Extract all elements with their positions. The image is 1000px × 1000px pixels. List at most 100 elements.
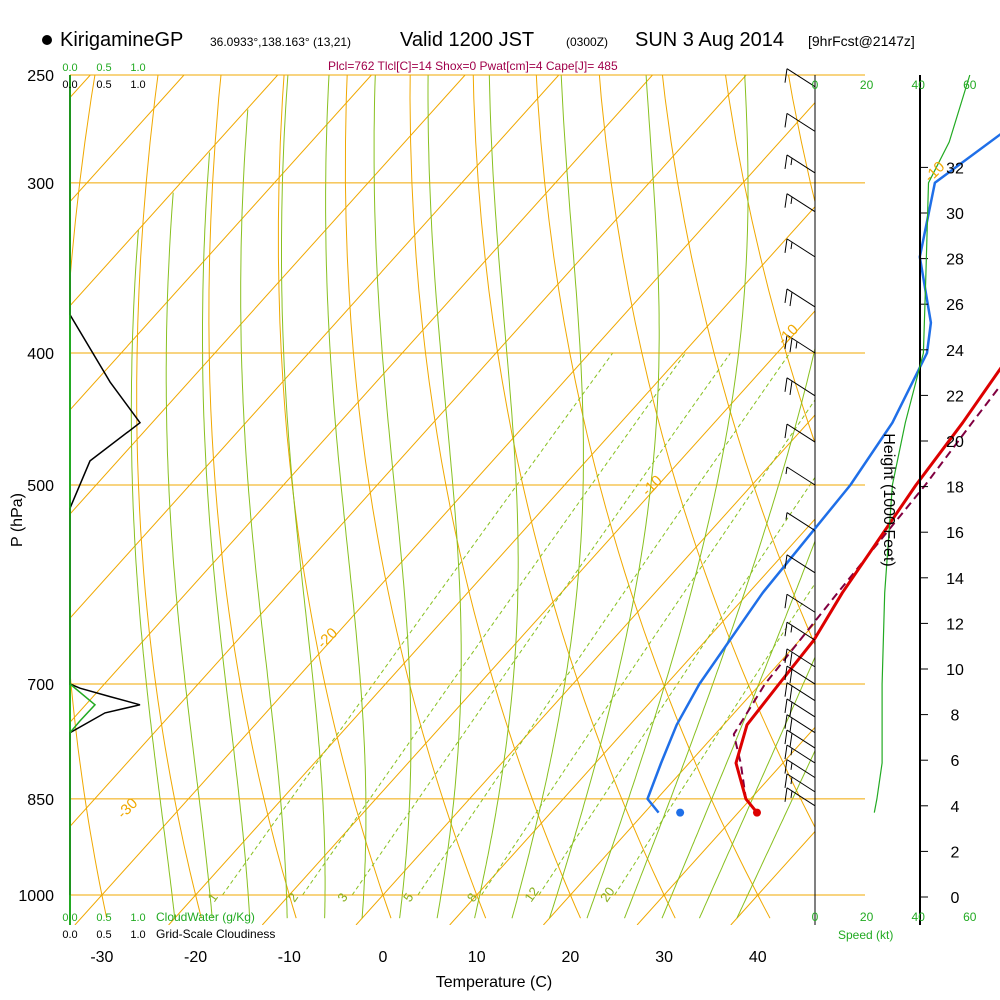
- parcel-line: [732, 384, 1000, 814]
- dewpoint-line: [646, 133, 1000, 814]
- dry-adiabat-line: [277, 75, 392, 919]
- moist-adiabat-line: [202, 152, 251, 919]
- cloud-water-tick: 1.0: [130, 912, 145, 924]
- wind-speed-tick: 20: [860, 78, 874, 92]
- pressure-tick-label: 1000: [18, 888, 54, 905]
- dry-adiabat-line: [472, 75, 676, 919]
- pressure-tick-label: 850: [27, 792, 54, 809]
- mixing-ratio-label: 12: [521, 884, 542, 904]
- isotherm-line: [261, 310, 815, 925]
- isotherm-line: [449, 518, 815, 925]
- valid-date: SUN 3 Aug 2014: [635, 29, 784, 51]
- y-axis-label: P (hPa): [9, 493, 26, 547]
- wind-barb: [784, 334, 816, 354]
- isotherm-line: [70, 75, 560, 619]
- cloudiness-tick: 0.5: [96, 929, 111, 941]
- station-name: KirigamineGP: [60, 29, 184, 51]
- height-tick-label: 32: [946, 160, 964, 177]
- dry-adiabat-line: [535, 75, 771, 919]
- height-tick-label: 4: [951, 799, 960, 816]
- isotherm-label: -10: [775, 321, 802, 348]
- temperature-tick-label: 0: [379, 949, 388, 966]
- moist-adiabat-line: [586, 75, 749, 919]
- wind-barb: [784, 714, 816, 734]
- wind-barb: [784, 593, 816, 613]
- wind-speed-tick: 0: [812, 910, 819, 924]
- wind-barb: [784, 154, 816, 174]
- isotherm-line: [70, 75, 653, 723]
- temperature-tick-label: 30: [655, 949, 673, 966]
- diagram-grid: [70, 51, 1000, 925]
- cloud-water-label: CloudWater (g/Kg): [156, 910, 255, 924]
- dry-adiabat-line: [409, 75, 581, 919]
- height-tick-label: 30: [946, 206, 964, 223]
- cloud-water-tick: 1.0: [130, 62, 145, 74]
- moist-adiabat-line: [130, 230, 176, 919]
- cloud-water-tick: 0.5: [96, 62, 111, 74]
- dry-adiabat-line: [598, 75, 815, 829]
- moist-adiabat-line: [427, 75, 462, 919]
- wind-barb: [784, 423, 816, 443]
- pressure-tick-label: 400: [27, 346, 54, 363]
- isotherm-label: -10: [921, 158, 948, 185]
- isotherm-line: [168, 206, 815, 925]
- wind-barb: [784, 665, 816, 685]
- moist-adiabat-line: [281, 75, 326, 919]
- wind-barb: [784, 787, 816, 807]
- valid-time: Valid 1200 JST: [400, 29, 535, 51]
- isotherm-line: [636, 726, 815, 925]
- wind-barb: [784, 773, 816, 793]
- cloudiness-label: Grid-Scale Cloudiness: [156, 927, 275, 941]
- x-axis-label: Temperature (C): [436, 974, 552, 991]
- valid-utc: (0300Z): [566, 35, 609, 49]
- isotherm-label: -10: [639, 472, 666, 499]
- height-tick-label: 14: [946, 571, 964, 588]
- height-tick-label: 2: [951, 844, 960, 861]
- height-axis-label: Height (1000 Feet): [880, 433, 897, 566]
- temperature-tick-label: 40: [749, 949, 767, 966]
- mixing-ratio-label: 5: [400, 890, 416, 905]
- dry-adiabat-line: [971, 51, 1000, 918]
- wind-barb: [784, 238, 816, 258]
- height-tick-label: 22: [946, 388, 964, 405]
- moist-adiabat-line: [549, 75, 660, 919]
- wind-speed-line: [873, 74, 971, 813]
- pressure-tick-label: 250: [27, 68, 54, 85]
- isotherm-line: [355, 414, 815, 925]
- wind-speed-tick: 40: [912, 910, 926, 924]
- dry-adiabat-line: [70, 75, 108, 919]
- wind-barb: [784, 648, 816, 668]
- cloud-water-line: [69, 75, 97, 895]
- isotherm-line: [70, 75, 372, 411]
- isotherm-line: [70, 75, 466, 515]
- wind-speed-label: Speed (kt): [838, 928, 893, 942]
- height-tick-label: 20: [946, 434, 964, 451]
- height-tick-label: 16: [946, 525, 964, 542]
- cloudiness-tick: 1.0: [130, 929, 145, 941]
- height-tick-label: 28: [946, 252, 964, 269]
- forecast-info: [9hrFcst@2147z]: [808, 33, 915, 49]
- dry-adiabat-line: [661, 75, 815, 646]
- wind-speed-tick: 40: [912, 78, 926, 92]
- wind-barb: [784, 288, 816, 308]
- station-coords: 36.0933°,138.163° (13,21): [210, 35, 352, 49]
- moist-adiabat-line: [661, 539, 815, 919]
- wind-barb: [785, 466, 816, 486]
- isotherm-line: [825, 75, 1000, 925]
- cloudiness-tick: 0.0: [62, 929, 77, 941]
- height-tick-label: 8: [951, 708, 960, 725]
- wind-barb: [784, 112, 816, 132]
- wind-speed-tick: 20: [860, 910, 874, 924]
- wind-speed-tick: 60: [963, 910, 977, 924]
- moist-adiabat-line: [624, 346, 815, 919]
- station-bullet-icon: [42, 35, 52, 45]
- moist-adiabat-line: [511, 75, 584, 919]
- wind-barb: [785, 512, 816, 531]
- height-tick-label: 12: [946, 616, 964, 633]
- isotherm-line: [70, 75, 279, 307]
- moist-adiabat-line: [165, 192, 213, 919]
- temperature-tick-label: 20: [562, 949, 580, 966]
- moist-adiabat-line: [325, 75, 367, 919]
- moist-adiabat-line: [474, 75, 519, 919]
- mixing-ratio-label: 3: [334, 890, 350, 905]
